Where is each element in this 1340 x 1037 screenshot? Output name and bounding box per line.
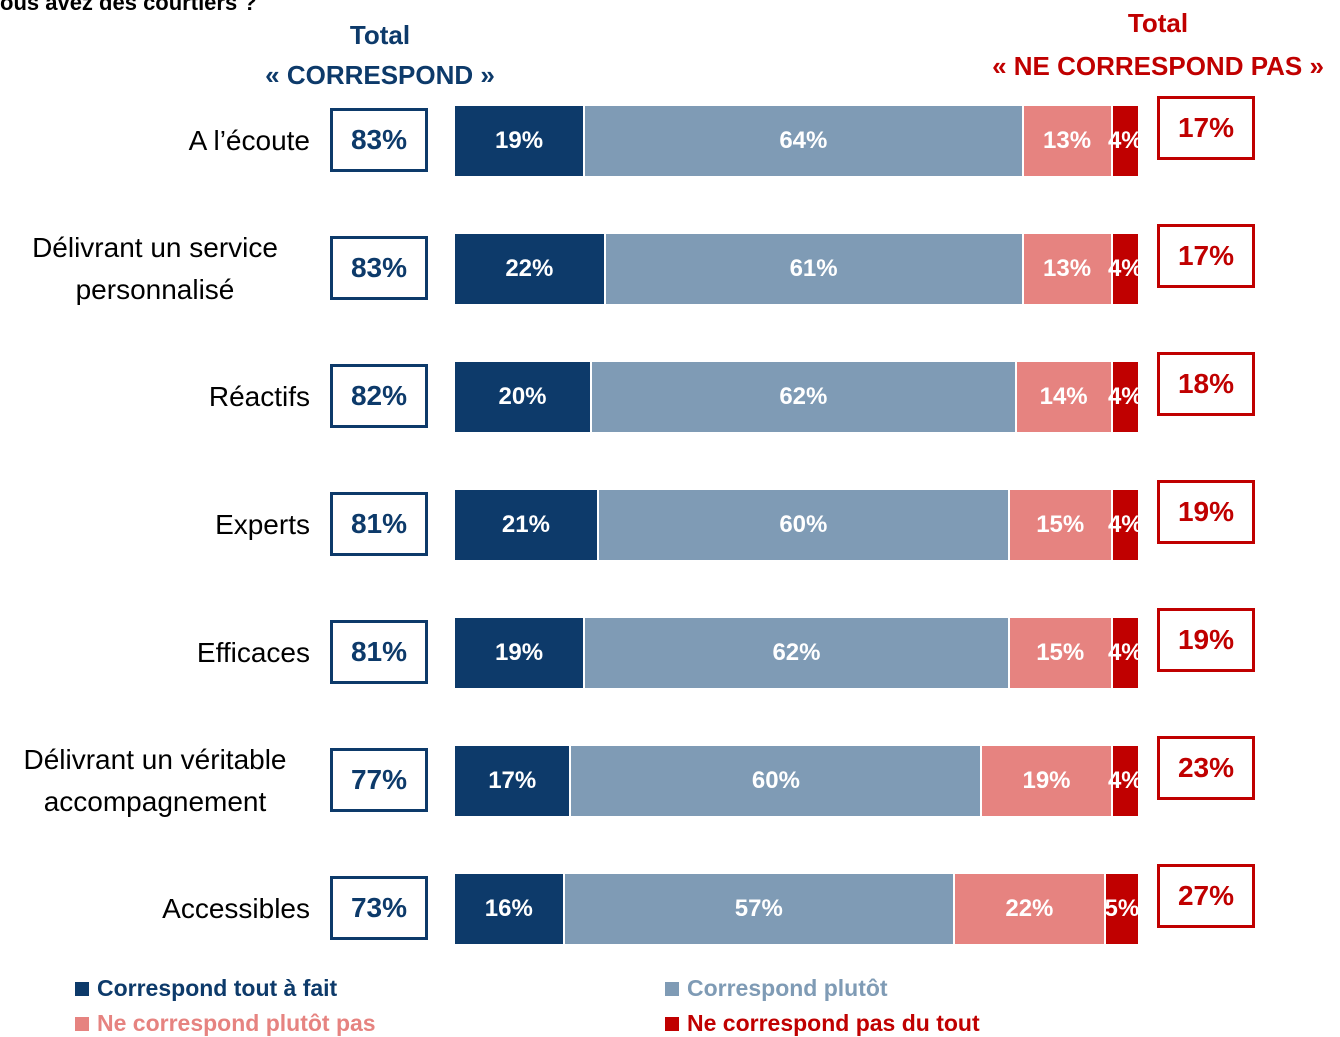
bar-segment: 20%: [455, 362, 592, 432]
right-total-subtitle: « NE CORRESPOND PAS »: [992, 51, 1324, 81]
bar-segment: 60%: [571, 746, 983, 816]
category-label: Délivrant un service personnalisé: [0, 219, 310, 319]
bar-segment: 4%: [1108, 362, 1143, 432]
category-label: Experts: [0, 475, 310, 575]
category-label: A l’écoute: [0, 91, 310, 191]
legend-label: Ne correspond pas du tout: [687, 1010, 980, 1036]
legend-label: Correspond plutôt: [687, 975, 888, 1001]
left-total: 73%: [330, 876, 428, 940]
right-total: 19%: [1157, 608, 1255, 672]
category-text: A l’écoute: [188, 125, 310, 156]
bar-segment: 22%: [955, 874, 1106, 944]
bar-segment: 57%: [564, 874, 956, 944]
right-total-title: Total: [1127, 8, 1189, 38]
left-total-title: Total: [349, 20, 411, 50]
category-text: Délivrant un véritable accompagnement: [23, 744, 287, 817]
bar-segment: 17%: [455, 746, 572, 816]
bar-segment: 16%: [455, 874, 565, 944]
left-total: 77%: [330, 748, 428, 812]
left-total: 82%: [330, 364, 428, 428]
bar-segment: 4%: [1108, 106, 1143, 176]
bar-segment: 15%: [1009, 618, 1113, 688]
legend-item: Correspond plutôt: [665, 975, 888, 1002]
bar-segment: 4%: [1108, 490, 1143, 560]
bar-segment: 62%: [592, 362, 1017, 432]
bar-segment: 13%: [1023, 234, 1113, 304]
bar-segment: 4%: [1108, 618, 1143, 688]
left-total: 83%: [330, 108, 428, 172]
legend-swatch: [665, 981, 679, 996]
category-text: Accessibles: [162, 893, 310, 924]
category-text: Experts: [215, 509, 310, 540]
category-text: Réactifs: [208, 381, 310, 412]
bar-segment: 60%: [598, 490, 1010, 560]
category-text: Efficaces: [196, 637, 310, 668]
left-total: 81%: [330, 620, 428, 684]
bar-segment: 5%: [1105, 874, 1140, 944]
bar-segment: 19%: [455, 106, 586, 176]
category-label: Efficaces: [0, 603, 310, 703]
bar-segment: 19%: [455, 618, 586, 688]
bar-segment: 14%: [1016, 362, 1113, 432]
legend-swatch: [665, 1016, 679, 1031]
bar-segment: 61%: [605, 234, 1024, 304]
legend-item: Ne correspond pas du tout: [665, 1010, 980, 1037]
category-text: Délivrant un service personnalisé: [32, 232, 278, 305]
left-total: 81%: [330, 492, 428, 556]
bar-segment: 13%: [1023, 106, 1113, 176]
bar-segment: 4%: [1108, 234, 1143, 304]
left-total-subtitle: « CORRESPOND »: [265, 60, 495, 90]
category-label: Accessibles: [0, 859, 310, 959]
bar-segment: 64%: [585, 106, 1024, 176]
legend-swatch: [75, 981, 89, 996]
chart-title: ous avez des courtiers ?: [0, 0, 257, 15]
category-label: Réactifs: [0, 347, 310, 447]
right-total: 23%: [1157, 736, 1255, 800]
legend-item: Ne correspond plutôt pas: [75, 1010, 376, 1037]
category-label: Délivrant un véritable accompagnement: [0, 731, 310, 831]
right-total: 17%: [1157, 96, 1255, 160]
legend-item: Correspond tout à fait: [75, 975, 337, 1002]
bar-segment: 4%: [1108, 746, 1143, 816]
legend-label: Correspond tout à fait: [97, 975, 338, 1001]
right-total: 19%: [1157, 480, 1255, 544]
right-total: 18%: [1157, 352, 1255, 416]
bar-segment: 62%: [585, 618, 1010, 688]
legend-label: Ne correspond plutôt pas: [97, 1010, 376, 1036]
legend-swatch: [75, 1016, 89, 1031]
left-total: 83%: [330, 236, 428, 300]
bar-segment: 21%: [455, 490, 599, 560]
bar-segment: 19%: [982, 746, 1113, 816]
right-total: 27%: [1157, 864, 1255, 928]
right-total: 17%: [1157, 224, 1255, 288]
bar-segment: 15%: [1009, 490, 1113, 560]
bar-segment: 22%: [455, 234, 606, 304]
